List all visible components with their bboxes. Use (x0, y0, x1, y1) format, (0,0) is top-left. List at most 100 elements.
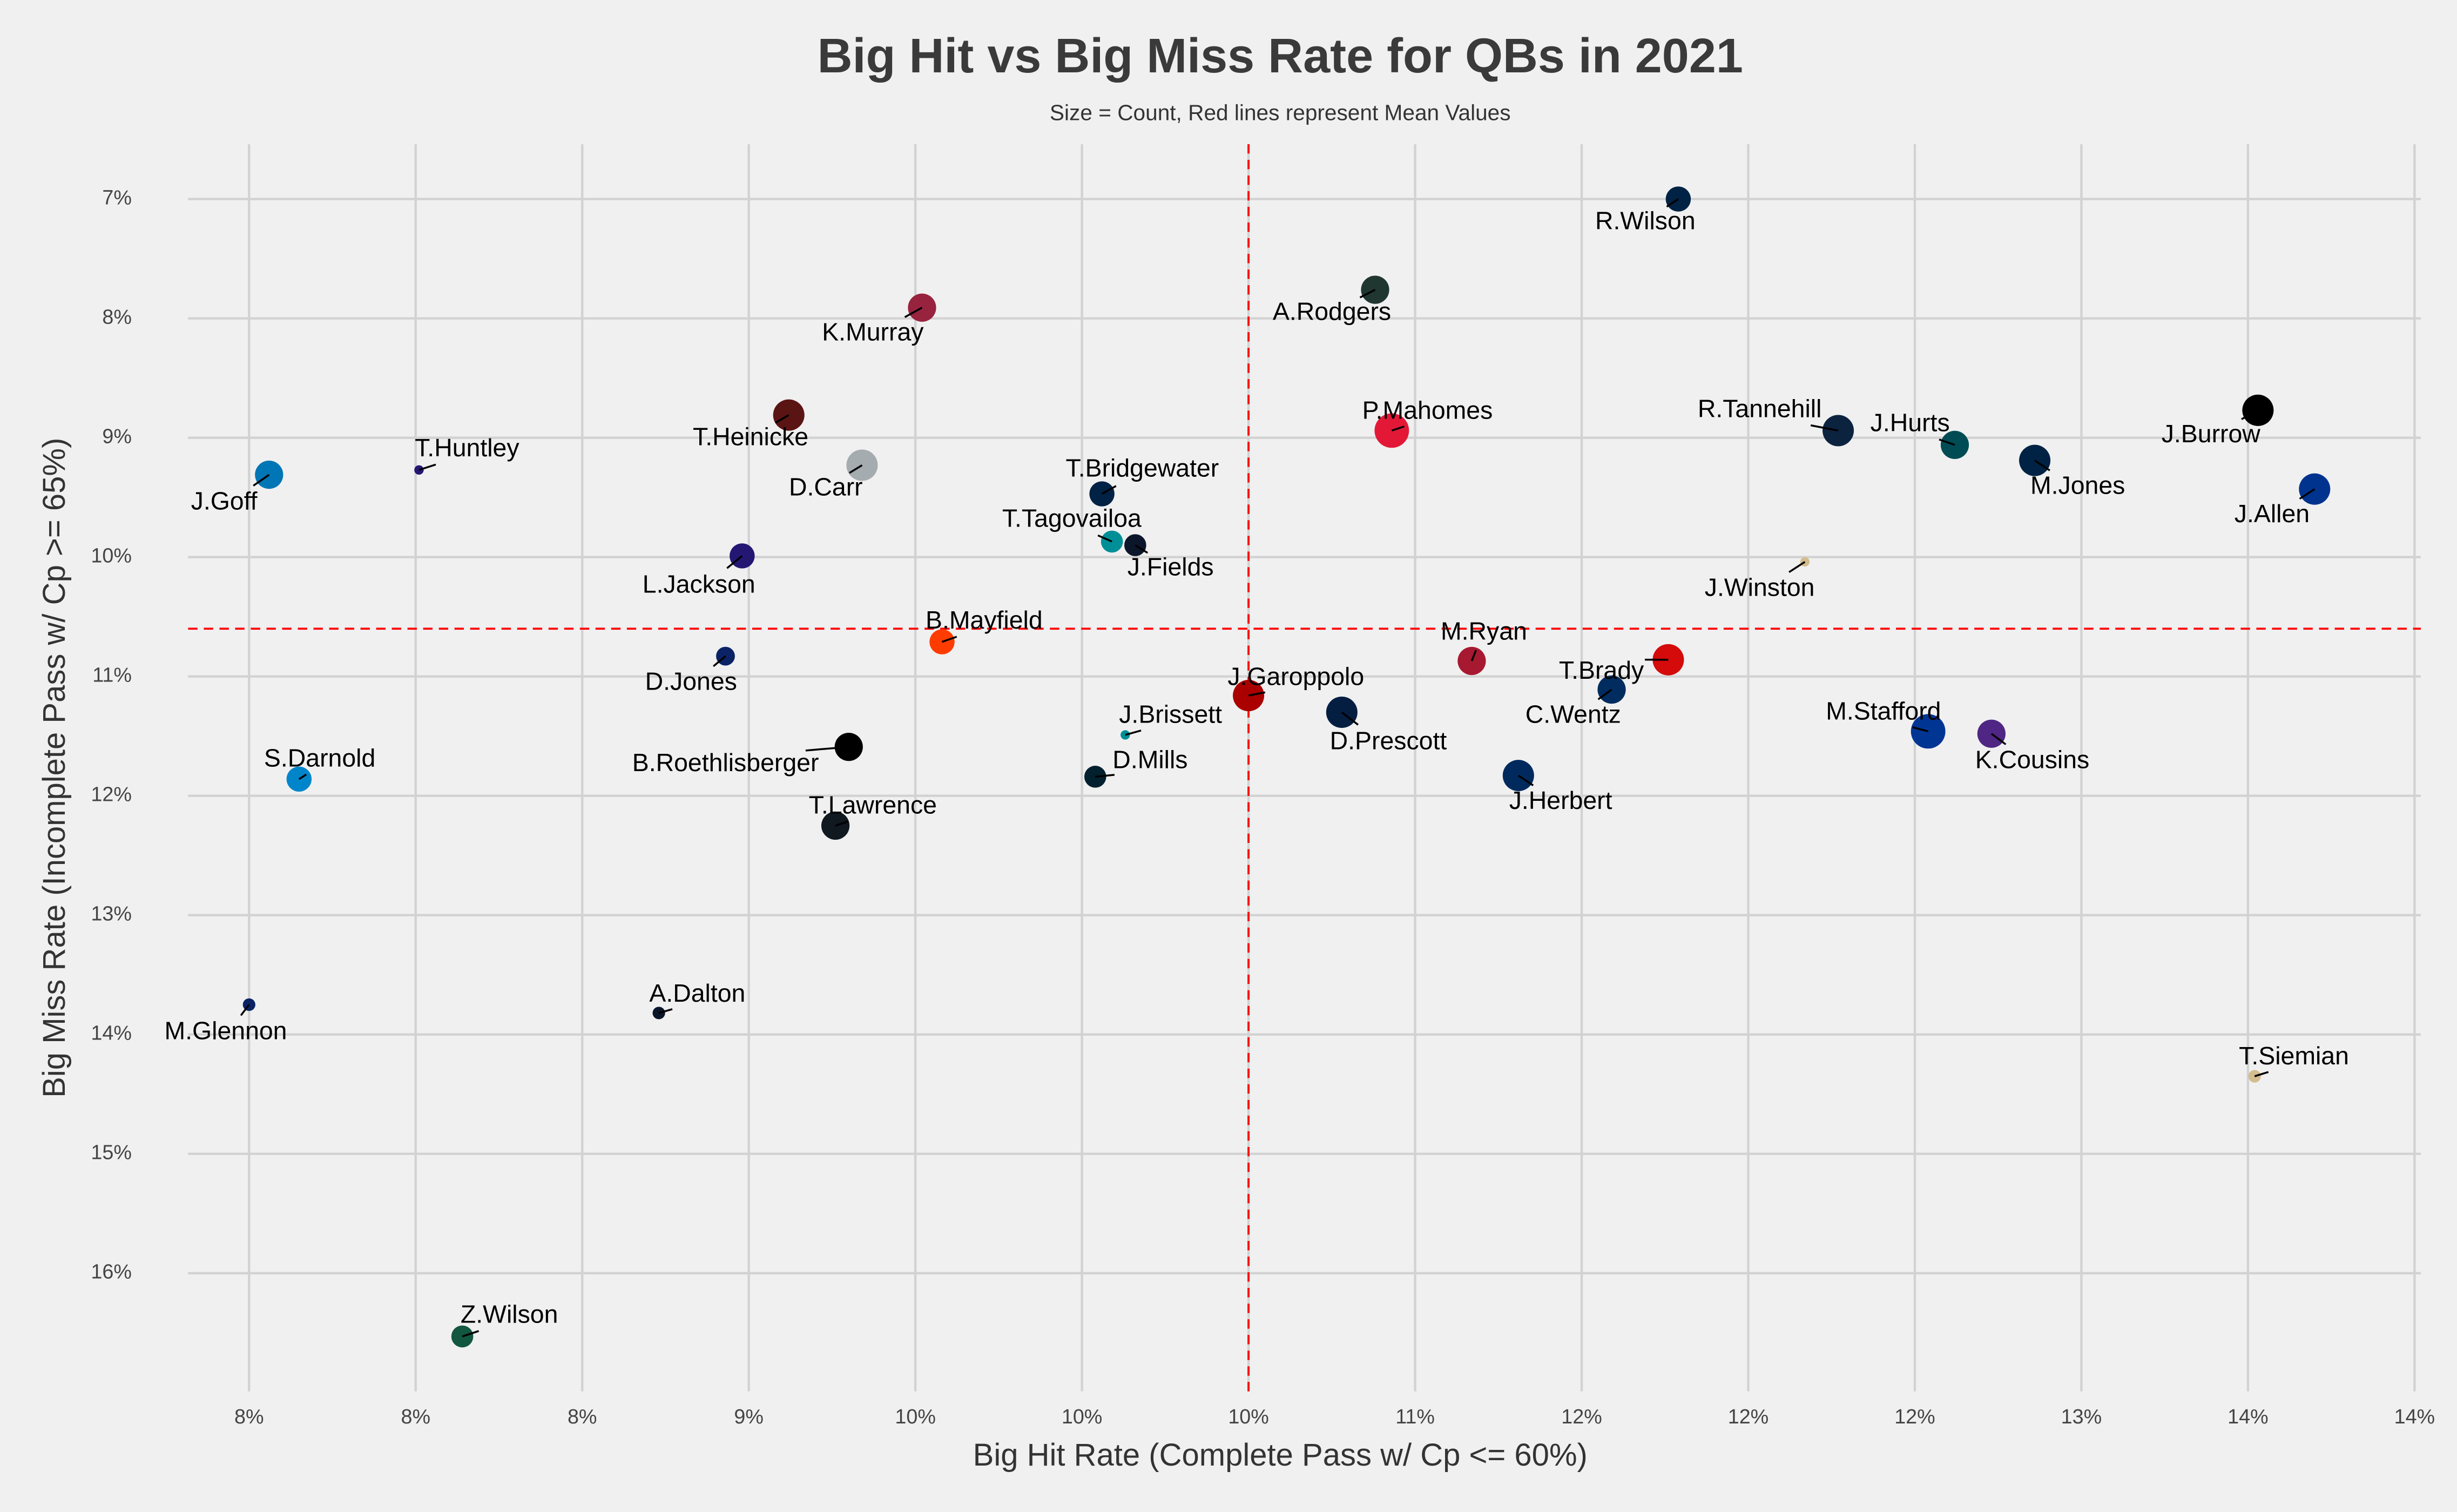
leader-line (1810, 424, 1839, 432)
point-label: T.Siemian (2239, 1042, 2349, 1070)
leader-line (713, 655, 726, 667)
leader-line (904, 307, 923, 318)
leader-line (1666, 198, 1679, 208)
x-tick-label: 8% (401, 1405, 430, 1428)
point (1457, 646, 1486, 676)
point-label: Z.Wilson (461, 1300, 558, 1328)
chart-title: Big Hit vs Big Miss Rate for QBs in 2021 (818, 29, 1743, 83)
point-label: J.Burrow (2162, 420, 2261, 448)
leader-line (805, 746, 849, 752)
point-label: A.Dalton (649, 979, 745, 1007)
leader-line (298, 773, 307, 780)
y-axis-title: Big Miss Rate (Incomplete Pass w/ Cp >= … (37, 438, 72, 1098)
leader-line (1939, 438, 1955, 446)
leader-line (1125, 730, 1142, 736)
leader-line (240, 1004, 250, 1016)
point-label: T.Huntley (415, 434, 519, 462)
x-axis-title: Big Hit Rate (Complete Pass w/ Cp <= 60%… (973, 1437, 1588, 1473)
x-tick-label: 8% (568, 1405, 597, 1428)
leader-line (1101, 485, 1117, 495)
point-label: J.Hurts (1871, 409, 1950, 437)
point-label: K.Cousins (1975, 745, 2090, 773)
point-label: C.Wentz (1526, 700, 1621, 728)
leader-line (1517, 774, 1534, 786)
point-label: J.Allen (2235, 500, 2310, 528)
leader-line (1097, 534, 1112, 543)
x-tick-label: 12% (1728, 1405, 1769, 1428)
point (1233, 680, 1265, 712)
x-tick-label: 11% (1395, 1405, 1435, 1428)
point (908, 293, 936, 322)
point-label: J.Fields (1128, 553, 1214, 581)
leader-line (1788, 561, 1806, 573)
point-label: J.Goff (191, 487, 258, 515)
point (1361, 275, 1389, 304)
point-label: M.Jones (2030, 471, 2125, 500)
point-label: M.Stafford (1826, 697, 1941, 725)
leader-line (1341, 711, 1359, 726)
point-label: K.Murray (822, 318, 924, 346)
leader-line (1597, 688, 1612, 700)
point-label: R.Tannehill (1698, 394, 1822, 422)
point-label: J.Garoppolo (1227, 663, 1364, 691)
x-tick-label: 13% (2061, 1405, 2102, 1428)
x-tick-label: 10% (1062, 1405, 1103, 1428)
point-label: T.Bridgewater (1066, 454, 1219, 482)
chart-subtitle: Size = Count, Red lines represent Mean V… (1050, 100, 1511, 125)
leader-line (775, 414, 789, 424)
leader-line (658, 1008, 673, 1014)
x-tick-label: 8% (234, 1405, 264, 1428)
x-tick-label: 14% (2228, 1405, 2269, 1428)
x-tick-label: 12% (1561, 1405, 1602, 1428)
point-label: T.Lawrence (809, 791, 937, 819)
leader-line (1990, 733, 2007, 745)
point-label: A.Rodgers (1273, 298, 1391, 326)
point-label: B.Mayfield (926, 606, 1043, 634)
x-tick-label: 14% (2394, 1405, 2435, 1428)
point-label: J.Herbert (1509, 786, 1612, 814)
leader-line (2241, 409, 2259, 420)
leader-line (253, 474, 270, 487)
point-label: J.Brissett (1119, 700, 1222, 728)
leader-line (941, 636, 957, 643)
y-tick-label: 15% (91, 1141, 131, 1164)
y-tick-label: 13% (91, 902, 131, 925)
point-label: M.Ryan (1441, 617, 1527, 645)
y-tick-label: 7% (102, 186, 132, 209)
point-label: L.Jackson (643, 570, 755, 598)
leader-line (849, 464, 863, 474)
point-label: T.Brady (1559, 656, 1644, 684)
y-tick-label: 16% (91, 1260, 131, 1283)
leader-line (1359, 289, 1376, 299)
leader-line (1391, 425, 1405, 432)
leader-line (1095, 774, 1115, 778)
y-tick-label: 8% (102, 306, 132, 328)
x-tick-label: 10% (895, 1405, 935, 1428)
leader-line (835, 820, 849, 827)
leader-line (1135, 544, 1149, 554)
point-label: D.Prescott (1330, 727, 1447, 755)
y-tick-label: 14% (91, 1022, 131, 1044)
point-label: D.Carr (789, 473, 863, 501)
leader-line (2034, 460, 2050, 471)
point-label: P.Mahomes (1362, 396, 1493, 424)
x-tick-label: 12% (1894, 1405, 1935, 1428)
y-tick-label: 11% (92, 664, 132, 686)
point-label: D.Mills (1112, 745, 1187, 773)
point-label: M.Glennon (164, 1016, 287, 1044)
leader-line (2299, 488, 2316, 500)
leader-line (1912, 726, 1929, 733)
point-label: T.Heinicke (693, 423, 808, 451)
point-label: B.Roethlisberger (632, 748, 819, 777)
leader-line (418, 463, 436, 471)
point (1652, 644, 1684, 676)
leader-line (2254, 1071, 2269, 1077)
point-label: J.Winston (1705, 573, 1815, 601)
leader-line (1470, 650, 1477, 662)
marks-layer: R.Wilson A.Rodgers K.Murray P.Mahomes J.Burr… (164, 186, 2349, 1348)
leader-line (1248, 691, 1266, 697)
x-tick-label: 9% (734, 1405, 764, 1428)
